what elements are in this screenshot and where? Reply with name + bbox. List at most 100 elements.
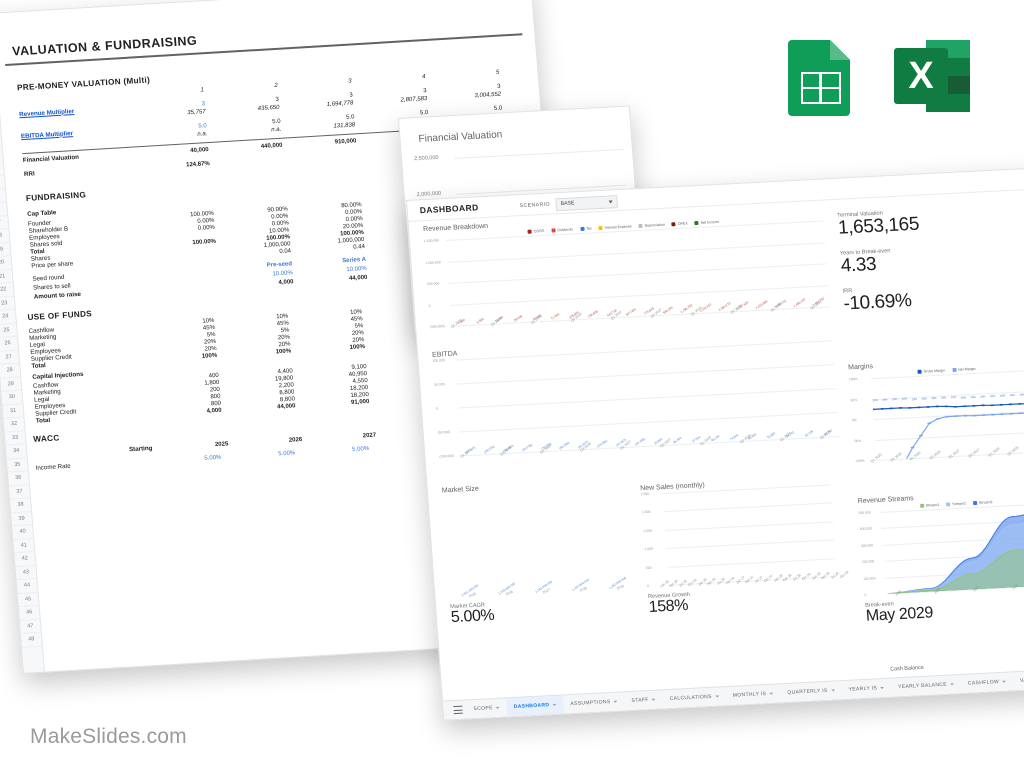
row-number: 37 <box>8 484 31 500</box>
legend-item: OPEX <box>671 222 688 227</box>
y-tick-label: 200,000 <box>861 559 875 565</box>
bar: 1,220,900,000 2028 <box>569 578 599 593</box>
y-tick-label: 0 <box>647 583 650 589</box>
data-label: 19% <box>1009 394 1016 398</box>
data-label: 20% <box>980 395 986 399</box>
y-tick-label: -100% <box>854 458 865 464</box>
data-label: 23% <box>921 397 927 401</box>
x-tick-label: Oct 29 <box>839 570 850 580</box>
legend-label: Dividends <box>557 227 574 233</box>
y-tick-label: 0% <box>851 418 857 423</box>
revenue-streams-panel: Revenue Streams Stream1 Stream2 Stream3 50… <box>857 488 1024 628</box>
row-number: 15 <box>0 188 7 204</box>
row-number: 30 <box>1 390 23 406</box>
legend-swatch <box>972 500 978 506</box>
data-point <box>1009 412 1014 415</box>
sheet-tab-quarterly-is[interactable]: QUARTERLY IS <box>780 681 843 702</box>
chevron-down-icon[interactable] <box>495 706 500 709</box>
chevron-down-icon[interactable] <box>651 698 656 701</box>
chevron-down-icon[interactable] <box>769 692 774 695</box>
sheet-tab-monthly-is[interactable]: MONTHLY IS <box>725 684 781 705</box>
chevron-down-icon <box>608 200 613 204</box>
chevron-down-icon[interactable] <box>552 703 557 707</box>
app-icon-group: X <box>788 40 970 116</box>
data-label: (39,376) <box>483 444 496 455</box>
row-number: 25 <box>0 323 18 338</box>
data-label: 1,366,273 <box>717 301 731 312</box>
chevron-down-icon[interactable] <box>949 683 955 686</box>
data-point <box>999 403 1004 406</box>
sheet-tab-yearly-balance[interactable]: YEARLY BALANCE <box>891 675 962 697</box>
all-sheets-icon[interactable] <box>453 705 463 715</box>
y-tick-label: 2,000,000 <box>416 190 442 199</box>
data-point <box>945 415 950 418</box>
chevron-down-icon[interactable] <box>613 700 618 703</box>
legend-swatch <box>919 503 924 508</box>
row-number: 27 <box>0 350 20 365</box>
y-tick-label: (100,000) <box>439 453 455 459</box>
row-number: 36 <box>7 471 29 486</box>
data-label: 76,997 <box>766 431 777 440</box>
sheet-tab-label: STAFF <box>631 697 649 704</box>
bar-series: 1,051,200,000 2025 1,103,800,000 2026 1,161,… <box>446 489 639 598</box>
row-number: 20 <box>0 255 12 271</box>
row-number: 31 <box>2 403 24 419</box>
row-number: 26 <box>0 336 19 352</box>
revenue-breakdown-plot: 1,500,000 1,000,000 500,000 0 (500,000) 7,569… <box>424 220 830 329</box>
chevron-down-icon[interactable] <box>830 689 835 692</box>
row-number: 43 <box>15 565 37 581</box>
sheet-tab-calculations[interactable]: CALCULATIONS <box>662 687 726 708</box>
y-tick-label: 300,000 <box>860 543 874 548</box>
data-point <box>926 406 930 408</box>
sheet-tab-yearly-is[interactable]: YEARLY IS <box>841 679 892 700</box>
data-point <box>927 422 932 425</box>
google-sheets-icon <box>788 40 850 116</box>
data-label: 82,239 <box>803 429 814 438</box>
data-label: 5,560 <box>476 316 485 325</box>
dashboard-sheet[interactable]: DASHBOARD SCENARIO BASE Revenue Breakdow… <box>406 167 1024 721</box>
table-cell <box>149 256 223 260</box>
data-label: 24% <box>892 398 898 402</box>
sheet-tab-bar[interactable]: SCOPE DASHBOARD ASSUMPTIONS STAFF CALCULATIO… <box>442 668 1024 720</box>
row-number: 33 <box>4 430 26 446</box>
margins-plot: 100% 50% 0% -50% -100% 24% 24% 24% 24% 23% 23% 23% 2… <box>849 369 1024 464</box>
chevron-down-icon[interactable] <box>1001 680 1007 683</box>
legend-item: Depreciation <box>638 223 665 229</box>
y-tick-label: 50,000 <box>434 382 445 387</box>
y-tick-label: 500,000 <box>858 510 871 516</box>
data-point <box>889 407 894 410</box>
sheet-tab-staff[interactable]: STAFF <box>624 690 663 710</box>
cash-balance-label: Cash Balance <box>890 664 924 673</box>
legend-swatch <box>951 367 957 373</box>
sheet-tab-scope[interactable]: SCOPE <box>466 698 508 718</box>
sheet-tab-label: MONTHLY IS <box>732 691 767 699</box>
ebitda-plot: 100,000 50,000 0 (50,000) (100,000) (37,197)(… <box>432 340 840 459</box>
legend-label: Stream3 <box>978 500 993 505</box>
y-tick-label: 0 <box>428 303 431 308</box>
bar: 1,103,800,000 2026 <box>494 582 524 596</box>
margins-panel: Margins Gross Margin Net Margin 100% 50% 0%… <box>848 354 1024 474</box>
ebitda-panel: EBITDA 100,000 50,000 0 (50,000) (100,000) (3… <box>432 331 840 461</box>
sheet-tab-dashboard[interactable]: DASHBOARD <box>506 695 565 717</box>
data-label: 23% <box>931 396 937 400</box>
legend-label: COGS <box>533 228 545 234</box>
legend-swatch <box>527 229 532 234</box>
chevron-down-icon[interactable] <box>714 695 719 698</box>
scenario-select[interactable]: BASE <box>555 195 619 212</box>
data-point <box>953 405 958 408</box>
row-number: 42 <box>14 552 36 567</box>
chevron-down-icon[interactable] <box>880 686 885 690</box>
data-point <box>990 404 995 407</box>
sheet-tab-assumptions[interactable]: ASSUMPTIONS <box>563 692 625 713</box>
legend-item: Stream1 <box>919 503 940 508</box>
market-size-panel: Market Size 1,051,200,000 2025 1,103,800,0… <box>442 478 641 626</box>
sheet-tab-label: DASHBOARD <box>513 702 550 711</box>
kpi-irr: IRR -10.69% <box>842 288 913 315</box>
data-point <box>944 405 949 408</box>
sheet-tab-cashflow[interactable]: CASHFLOW <box>960 672 1013 693</box>
data-point <box>898 407 903 409</box>
y-tick-label: 2,500 <box>640 491 650 497</box>
legend-label: Tax <box>585 226 592 231</box>
sheet-tab-valuation[interactable]: VALUATION <box>1012 670 1024 691</box>
